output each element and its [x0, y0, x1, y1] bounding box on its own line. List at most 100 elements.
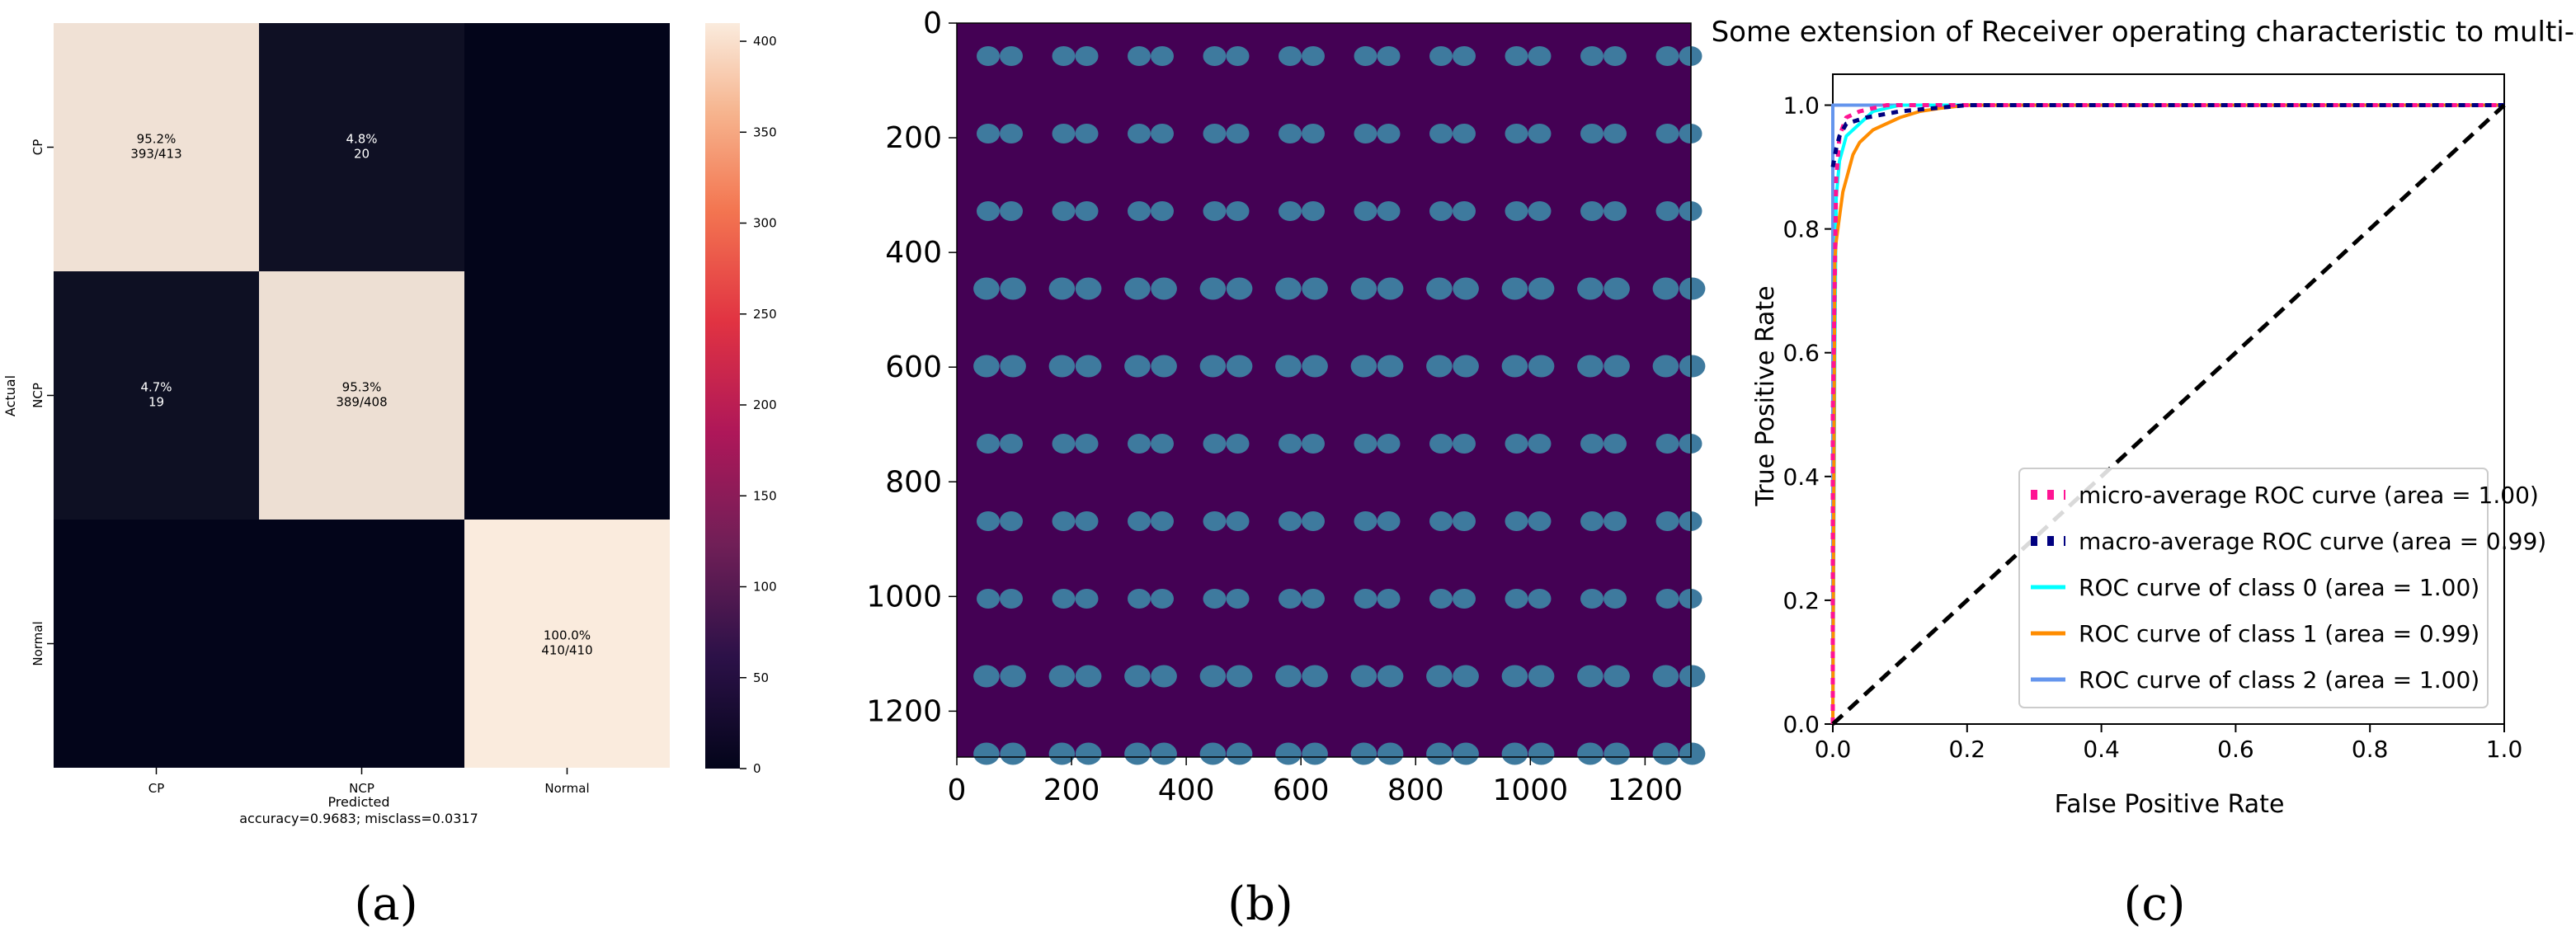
- lung-left: [1580, 124, 1604, 143]
- lung-left: [1052, 201, 1076, 221]
- heatmap-ylabel: Actual: [2, 375, 18, 416]
- lung-left: [1652, 277, 1679, 300]
- lung-gap: [1222, 511, 1231, 515]
- heatmap-cell: [259, 520, 464, 768]
- lung-gap: [1523, 355, 1533, 360]
- heatmap-xlabel: Predicted: [327, 794, 389, 810]
- lung-gap: [1071, 434, 1080, 438]
- lung-right: [1528, 742, 1555, 765]
- lung-gap: [1373, 589, 1382, 593]
- lung-right: [1000, 742, 1026, 765]
- lung-right: [1075, 124, 1099, 143]
- heatmap-cell-label: 4.8%: [346, 132, 377, 147]
- lung-gap: [1448, 277, 1457, 283]
- roc-title: Some extension of Receiver operating cha…: [1712, 16, 2576, 49]
- lung-left: [1354, 201, 1377, 221]
- lung-gap: [1523, 277, 1533, 283]
- heatmap-ytick-label: Normal: [31, 621, 45, 665]
- colorbar-tick-label: 200: [753, 397, 777, 412]
- lung-gap: [996, 355, 1004, 360]
- heatmap-cell: [259, 271, 464, 520]
- lung-left: [1354, 434, 1377, 454]
- lung-left: [1128, 124, 1151, 143]
- lung-left: [1052, 511, 1076, 531]
- lung-gap: [1674, 46, 1684, 50]
- heatmap-xtick-label: Normal: [544, 781, 589, 796]
- lung-right: [1453, 201, 1476, 221]
- lung-right: [1075, 434, 1099, 454]
- lung-right: [1302, 434, 1325, 454]
- lung-left: [1350, 742, 1377, 765]
- lung-gap: [1599, 46, 1608, 50]
- lung-left: [1128, 46, 1151, 66]
- lung-left: [977, 511, 1000, 531]
- lung-left: [1580, 589, 1604, 609]
- lung-left: [1501, 355, 1528, 378]
- lung-right: [1604, 277, 1630, 300]
- lung-right: [1604, 355, 1630, 378]
- lung-left: [1426, 355, 1453, 378]
- lung-right: [1000, 277, 1026, 300]
- lung-gap: [1297, 511, 1306, 515]
- roc-legend: micro-average ROC curve (area = 1.00) mac…: [2018, 468, 2546, 708]
- lung-left: [1124, 665, 1151, 688]
- lung-gap: [1599, 742, 1608, 748]
- lung-gap: [1599, 511, 1608, 515]
- lung-left: [1350, 665, 1377, 688]
- colorbar-tick-label: 150: [753, 488, 777, 503]
- lung-left: [1354, 589, 1377, 609]
- lung-left: [1505, 201, 1528, 221]
- lung-right: [1302, 124, 1325, 143]
- lung-gap: [996, 665, 1004, 670]
- lung-right: [1226, 46, 1250, 66]
- lung-gap: [1222, 434, 1231, 438]
- lung-gap: [1147, 434, 1155, 438]
- roc-macro-average-line: [1830, 103, 2504, 168]
- lung-gap: [1523, 742, 1533, 748]
- lung-right: [1604, 434, 1627, 454]
- lung-right: [1604, 665, 1630, 688]
- lung-right: [1528, 665, 1555, 688]
- lung-gap: [1147, 355, 1155, 360]
- roc-ytick-label: 0.2: [1782, 587, 1820, 614]
- lung-right: [1528, 124, 1552, 143]
- lung-right: [1377, 742, 1404, 765]
- lung-right: [1075, 46, 1099, 66]
- lung-left: [977, 124, 1000, 143]
- lung-right: [1226, 277, 1253, 300]
- lung-gap: [1147, 46, 1155, 50]
- lung-right: [1528, 589, 1552, 609]
- panel-label-c: (c): [2123, 877, 2185, 931]
- lung-left: [1124, 355, 1151, 378]
- lung-gap: [1448, 665, 1457, 670]
- lung-left: [1505, 511, 1528, 531]
- lung-gap: [1373, 46, 1382, 50]
- lung-left: [1199, 277, 1227, 300]
- lung-left: [1350, 355, 1377, 378]
- roc-ytick-label: 0.8: [1782, 216, 1820, 243]
- lung-gap: [1674, 511, 1684, 515]
- lung-left: [977, 46, 1000, 66]
- lung-gap: [1523, 201, 1533, 205]
- lung-right: [1604, 511, 1627, 531]
- lung-gap: [1674, 355, 1684, 360]
- lung-right: [1604, 742, 1630, 765]
- lung-gap: [1071, 46, 1080, 50]
- lung-left: [1501, 742, 1528, 765]
- lung-right: [1604, 589, 1627, 609]
- lung-left: [1124, 742, 1151, 765]
- lung-right: [1226, 511, 1250, 531]
- lung-gap: [1222, 201, 1231, 205]
- lung-left: [1577, 665, 1604, 688]
- lung-right: [1151, 277, 1177, 300]
- lung-left: [1279, 46, 1302, 66]
- lung-right: [1528, 46, 1552, 66]
- lung-gap: [1599, 434, 1608, 438]
- lung-left: [1279, 589, 1302, 609]
- lung-right: [1679, 665, 1706, 688]
- lung-left: [1580, 46, 1604, 66]
- lung-left: [1655, 589, 1679, 609]
- lung-gap: [1297, 277, 1306, 283]
- lung-gap: [1523, 124, 1533, 128]
- colorbar-tick-label: 0: [753, 761, 761, 776]
